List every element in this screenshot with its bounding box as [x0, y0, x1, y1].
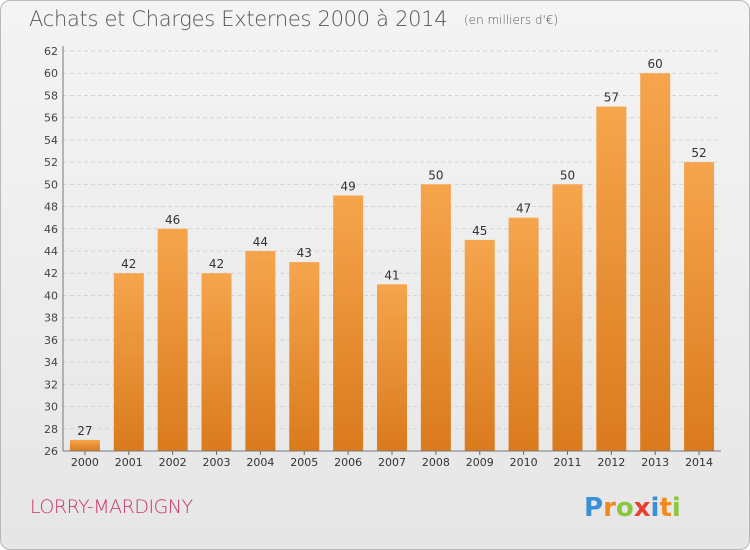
y-tick-label: 56 — [44, 112, 58, 125]
bar-2005 — [289, 262, 320, 451]
bar-2011 — [552, 184, 583, 452]
bar-2010 — [508, 217, 539, 451]
chart-title: Achats et Charges Externes 2000 à 2014 (… — [29, 7, 558, 31]
data-label: 45 — [472, 224, 487, 238]
data-label: 49 — [340, 179, 355, 193]
x-tick-label: 2000 — [71, 456, 99, 469]
y-tick-label: 58 — [44, 89, 58, 102]
title-text: Achats et Charges Externes 2000 à 2014 — [29, 7, 448, 31]
data-label: 42 — [209, 257, 224, 271]
data-label: 47 — [516, 202, 531, 216]
x-tick-label: 2013 — [641, 456, 669, 469]
x-tick-label: 2001 — [115, 456, 143, 469]
data-label: 57 — [604, 91, 619, 105]
y-tick-label: 36 — [44, 334, 58, 347]
y-tick-label: 50 — [44, 178, 58, 191]
data-label: 41 — [384, 268, 399, 282]
bar-2002 — [157, 228, 188, 451]
data-label: 44 — [253, 235, 268, 249]
bar-2004 — [245, 251, 276, 451]
y-tick-label: 48 — [44, 201, 58, 214]
x-tick-label: 2009 — [466, 456, 494, 469]
y-tick-label: 30 — [44, 401, 58, 414]
data-label: 27 — [77, 424, 92, 438]
y-tick-label: 34 — [44, 356, 58, 369]
bar-2013 — [640, 73, 671, 451]
bar-2006 — [333, 195, 364, 451]
x-tick-label: 2002 — [159, 456, 187, 469]
x-tick-label: 2007 — [378, 456, 406, 469]
data-label: 46 — [165, 213, 180, 227]
y-tick-label: 42 — [44, 267, 58, 280]
y-tick-label: 32 — [44, 378, 58, 391]
x-tick-label: 2012 — [597, 456, 625, 469]
svg-text:Proxiti: Proxiti — [584, 493, 681, 523]
x-tick-label: 2004 — [246, 456, 274, 469]
x-tick-label: 2008 — [422, 456, 450, 469]
data-label: 50 — [560, 168, 575, 182]
title-unit: (en milliers d'€) — [464, 13, 559, 27]
x-tick-label: 2003 — [203, 456, 231, 469]
data-label: 50 — [428, 168, 443, 182]
x-tick-label: 2014 — [685, 456, 713, 469]
y-tick-label: 38 — [44, 312, 58, 325]
y-tick-label: 60 — [44, 67, 58, 80]
proxiti-logo: Proxiti — [584, 493, 681, 523]
bar-2009 — [464, 239, 495, 451]
data-label: 52 — [691, 146, 706, 160]
y-tick-label: 54 — [44, 134, 58, 147]
x-tick-label: 2011 — [553, 456, 581, 469]
bar-2007 — [377, 284, 407, 451]
place-name: LORRY-MARDIGNY — [30, 496, 193, 518]
y-tick-label: 52 — [44, 156, 58, 169]
y-tick-label: 28 — [44, 423, 58, 436]
bar-2001 — [113, 273, 144, 451]
y-tick-label: 62 — [44, 45, 58, 58]
y-tick-label: 44 — [44, 245, 58, 258]
x-tick-label: 2010 — [510, 456, 538, 469]
bar-2014 — [684, 162, 715, 451]
x-tick-label: 2006 — [334, 456, 362, 469]
bar-2012 — [596, 106, 627, 452]
bar-2003 — [201, 273, 232, 451]
data-label: 42 — [121, 257, 136, 271]
x-tick-label: 2005 — [290, 456, 318, 469]
bar-2008 — [420, 184, 451, 452]
data-label: 60 — [648, 57, 663, 71]
data-label: 43 — [297, 246, 312, 260]
y-tick-label: 40 — [44, 289, 58, 302]
y-tick-label: 46 — [44, 223, 58, 236]
y-tick-label: 26 — [44, 445, 58, 458]
bar-2000 — [69, 439, 100, 451]
